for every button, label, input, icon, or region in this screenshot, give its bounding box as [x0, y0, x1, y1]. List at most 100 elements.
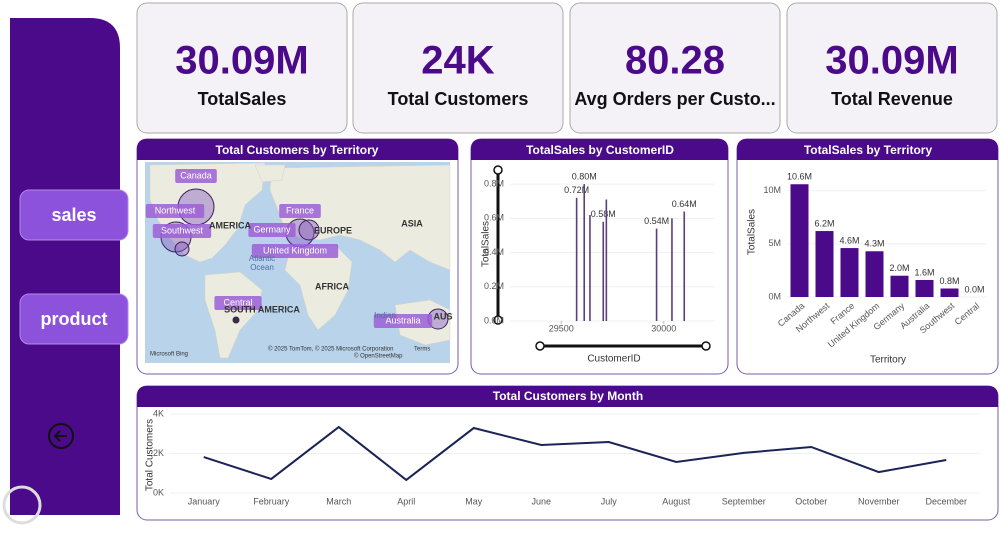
data-label: 0.8M: [939, 276, 959, 286]
bar: [605, 199, 608, 321]
y-tick-label: 0K: [153, 487, 164, 497]
x-tick-label: November: [858, 496, 900, 506]
x-tick-label: June: [531, 496, 551, 506]
data-label: 0.0M: [964, 284, 984, 294]
x-tick-label: August: [662, 496, 691, 506]
bar: [602, 221, 605, 321]
y-axis-label: TotalSales: [481, 221, 492, 267]
slider: [493, 165, 711, 351]
data-label: 0.58M: [591, 209, 616, 219]
kpi-value: 80.28: [625, 39, 725, 83]
kpi-label: Avg Orders per Custo...: [574, 89, 775, 109]
y-tick-label: 2K: [153, 448, 164, 458]
y-tick-label: 0.8M: [484, 178, 504, 188]
logo: [2, 485, 42, 525]
map-label: France: [286, 205, 314, 215]
data-label: 6.2M: [814, 218, 834, 228]
map-label: Northwest: [155, 205, 196, 215]
map-place: AUS: [433, 311, 452, 321]
x-tick-label: March: [326, 496, 351, 506]
bar: [890, 275, 909, 297]
map-attribution: © 2025 TomTom, © 2025 Microsoft Corporat…: [268, 346, 393, 353]
back-button[interactable]: [48, 423, 74, 449]
y-tick-label: 5M: [768, 238, 781, 248]
map-place: Indian: [374, 311, 396, 320]
x-tick-label: April: [397, 496, 415, 506]
y-tick-label: 0.0M: [484, 315, 504, 325]
map-label: Australia: [385, 315, 420, 325]
nav-button-label: product: [41, 309, 108, 329]
map-label-box: [145, 204, 205, 218]
x-axis-label: Territory: [870, 355, 906, 366]
map-label: Southwest: [161, 225, 204, 235]
bubble: [298, 219, 320, 241]
map-label-box: [373, 314, 433, 328]
bar: [671, 218, 673, 321]
bar: [575, 197, 578, 321]
y-axis-label: Total Customers: [145, 419, 156, 491]
kpi-label: Total Revenue: [831, 89, 953, 109]
data-label: 0.54M: [644, 216, 669, 226]
bar: [840, 248, 859, 297]
data-label: 0.72M: [564, 185, 589, 195]
x-tick-label: February: [253, 496, 290, 506]
map-label: Canada: [180, 170, 212, 180]
sidebar: [10, 18, 120, 515]
nav-button[interactable]: [19, 293, 129, 345]
bubble: [232, 316, 240, 324]
chart-title: TotalSales by Territory: [804, 143, 933, 157]
bar: [790, 184, 809, 297]
kpi-value: 30.09M: [175, 39, 308, 83]
x-tick-label: 29500: [549, 323, 574, 333]
kpi-card: [352, 2, 564, 134]
bar: [815, 231, 834, 297]
map-place: AFRICA: [315, 281, 349, 291]
panel-header: [137, 139, 458, 160]
kpi-value: 24K: [421, 39, 494, 83]
kpi-card: [786, 2, 998, 134]
y-tick-label: 0.2M: [484, 281, 504, 291]
bar: [865, 251, 884, 297]
x-tick-label: September: [722, 496, 766, 506]
panel-header: [471, 139, 728, 160]
map-place: AMERICA: [209, 220, 251, 230]
data-label: 0.80M: [572, 171, 597, 181]
map-place: Ocean: [250, 263, 274, 272]
x-tick-label: May: [465, 496, 483, 506]
bar: [915, 279, 934, 297]
y-tick-label: 10M: [763, 185, 781, 195]
x-axis-label: CustomerID: [587, 354, 640, 365]
map-label-box: [279, 204, 321, 218]
y-tick-label: 4K: [153, 408, 164, 418]
map-label: Germany: [253, 224, 291, 234]
map-label-box: [214, 296, 262, 310]
x-tick-label: October: [795, 496, 827, 506]
x-tick-label: December: [925, 496, 967, 506]
data-label: 4.6M: [839, 235, 859, 245]
map-place: EUROPE: [314, 225, 352, 235]
map-land: [149, 162, 451, 359]
bar: [683, 211, 686, 321]
map-label: United Kingdom: [263, 245, 327, 255]
nav-button[interactable]: [19, 189, 129, 241]
data-label: 0.64M: [672, 199, 697, 209]
panel-header: [137, 386, 998, 407]
kpi-value: 30.09M: [825, 39, 958, 83]
bar: [940, 288, 959, 297]
bar: [583, 184, 586, 321]
map-attribution: Microsoft Bing: [150, 352, 188, 358]
x-tick-label: July: [601, 496, 618, 506]
map-place: ASIA: [401, 218, 423, 228]
map-label-box: [251, 244, 339, 258]
kpi-card: [136, 2, 348, 134]
nav-button-label: sales: [51, 205, 96, 225]
data-label: 2.0M: [889, 263, 909, 273]
data-label: 10.6M: [787, 172, 812, 182]
map-place: Atlantic: [249, 254, 275, 263]
y-tick-label: 0.6M: [484, 213, 504, 223]
bar: [589, 214, 591, 321]
bar: [655, 228, 658, 321]
chart-panel: [470, 138, 729, 375]
